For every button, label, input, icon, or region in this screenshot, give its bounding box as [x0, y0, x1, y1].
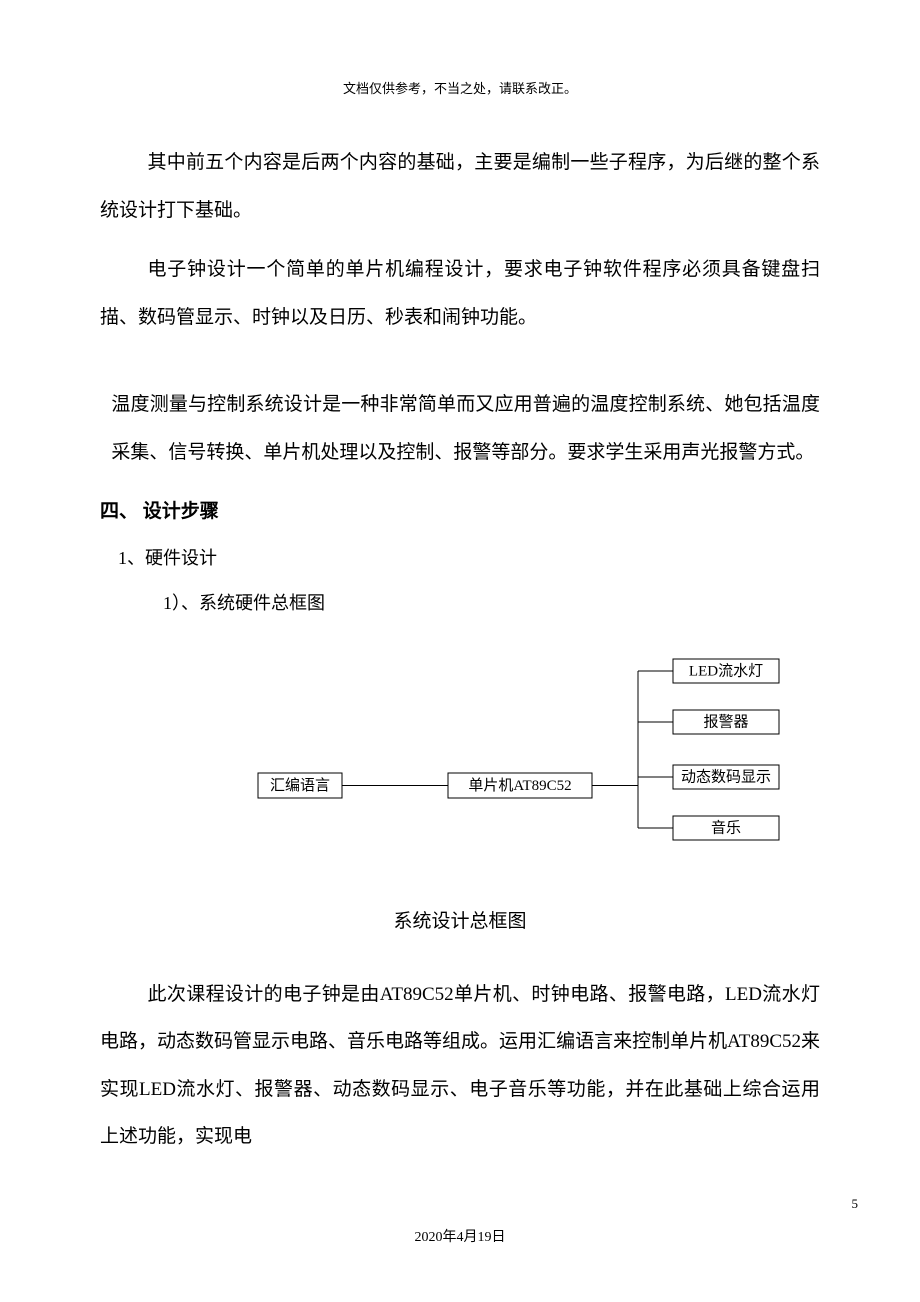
- footer-date: 2020年4月19日: [0, 1226, 920, 1246]
- diagram-caption: 系统设计总框图: [100, 906, 820, 933]
- header-note: 文档仅供参考，不当之处，请联系改正。: [100, 78, 820, 97]
- paragraph-3: 温度测量与控制系统设计是一种非常简单而又应用普遍的温度控制系统、她包括温度采集、…: [100, 381, 820, 476]
- node-r1-label: LED流水灯: [689, 662, 763, 679]
- node-r2-label: 报警器: [703, 713, 748, 730]
- heading-sub1: 1、硬件设计: [100, 536, 820, 581]
- heading-section-4: 四、 设计步骤: [100, 488, 820, 536]
- paragraph-1: 其中前五个内容是后两个内容的基础，主要是编制一些子程序，为后继的整个系统设计打下…: [100, 139, 820, 234]
- system-block-diagram: 汇编语言 单片机AT89C52 LED流水灯 报警器 动态数码显示 音乐: [100, 656, 820, 876]
- node-left-label: 汇编语言: [270, 776, 330, 793]
- node-r4-label: 音乐: [711, 819, 741, 836]
- page-number: 5: [852, 1196, 859, 1212]
- paragraph-2: 电子钟设计一个简单的单片机编程设计，要求电子钟软件程序必须具备键盘扫描、数码管显…: [100, 246, 820, 341]
- paragraph-4: 此次课程设计的电子钟是由AT89C52单片机、时钟电路、报警电路，LED流水灯电…: [100, 971, 820, 1161]
- diagram-svg: 汇编语言 单片机AT89C52 LED流水灯 报警器 动态数码显示 音乐: [160, 656, 820, 856]
- node-center-label: 单片机AT89C52: [468, 776, 571, 793]
- document-page: 文档仅供参考，不当之处，请联系改正。 其中前五个内容是后两个内容的基础，主要是编…: [0, 0, 920, 1302]
- heading-sub2: 1）、系统硬件总框图: [100, 581, 820, 626]
- node-r3-label: 动态数码显示: [681, 768, 771, 785]
